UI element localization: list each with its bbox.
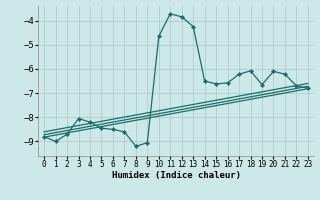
X-axis label: Humidex (Indice chaleur): Humidex (Indice chaleur) [111, 171, 241, 180]
